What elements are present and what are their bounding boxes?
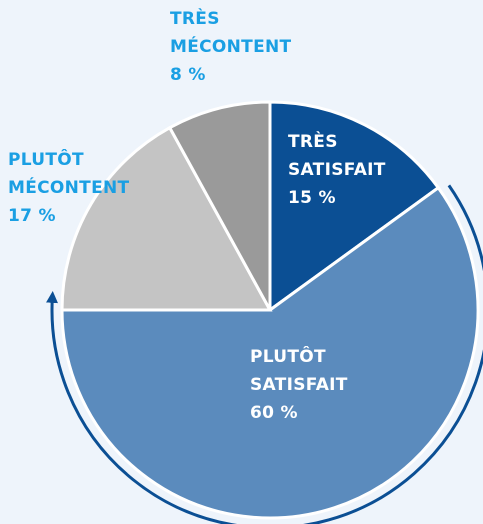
slice-label: PLUTÔT MÉCONTENT 17 %: [8, 146, 168, 230]
slice-label: TRÈS SATISFAIT 15 %: [288, 128, 408, 212]
value-label: 15 %: [288, 188, 336, 208]
category-label: PLUTÔT SATISFAIT: [250, 347, 348, 395]
slice-label: PLUTÔT SATISFAIT 60 %: [250, 343, 400, 427]
pie-slice: [268, 100, 441, 313]
category-label: TRÈS MÉCONTENT: [170, 9, 292, 57]
pie-slice: [167, 100, 272, 311]
pie-slice: [60, 185, 480, 520]
slice-label: TRÈS MÉCONTENT 8 %: [170, 5, 340, 89]
category-label: PLUTÔT MÉCONTENT: [8, 150, 130, 198]
value-label: 8 %: [170, 65, 206, 85]
value-label: 60 %: [250, 403, 298, 423]
pie-slice: [60, 125, 273, 312]
value-label: 17 %: [8, 206, 56, 226]
arrow-arc: [46, 184, 483, 524]
category-label: TRÈS SATISFAIT: [288, 132, 386, 180]
